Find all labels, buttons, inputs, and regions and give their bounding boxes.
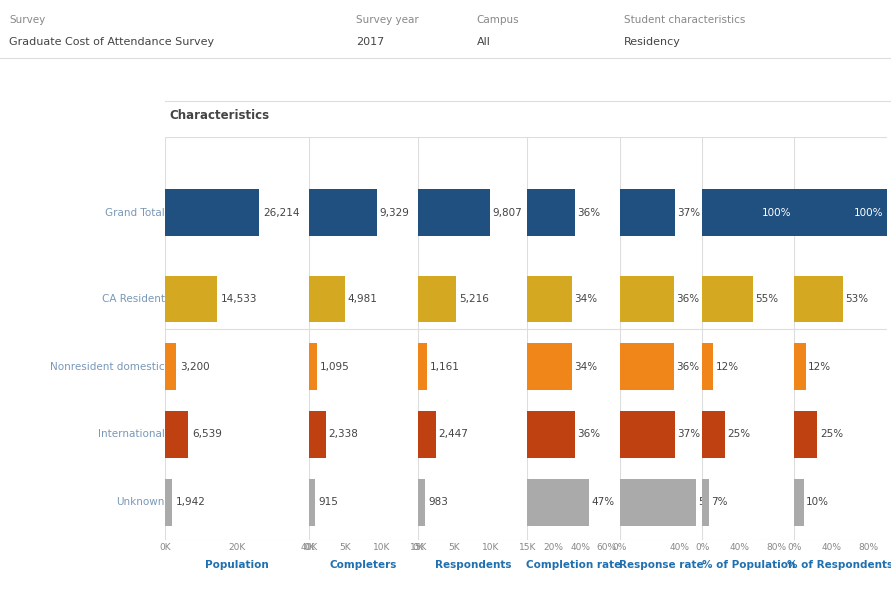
Text: 36%: 36% — [577, 429, 601, 439]
Bar — [795, 343, 805, 390]
Text: 34%: 34% — [575, 294, 598, 304]
Text: Residency: Residency — [624, 37, 681, 46]
Bar — [418, 411, 436, 458]
Bar — [527, 276, 572, 322]
Text: Student characteristics: Student characteristics — [624, 15, 745, 25]
Bar — [702, 343, 714, 390]
X-axis label: Response rate: Response rate — [618, 560, 703, 570]
Text: Grand Total: Grand Total — [105, 207, 165, 218]
Text: Campus: Campus — [477, 15, 519, 25]
Bar — [527, 479, 589, 526]
Text: CA Resident: CA Resident — [102, 294, 165, 304]
Bar — [619, 276, 674, 322]
Text: 983: 983 — [428, 497, 448, 508]
Bar — [619, 189, 675, 236]
Bar — [418, 189, 490, 236]
Text: 1,161: 1,161 — [429, 362, 459, 371]
Bar — [165, 479, 172, 526]
Text: 1,942: 1,942 — [176, 497, 206, 508]
Text: Unknown: Unknown — [117, 497, 165, 508]
X-axis label: Completers: Completers — [330, 560, 397, 570]
Text: All: All — [477, 37, 491, 46]
Bar — [702, 189, 795, 236]
X-axis label: Completion rate: Completion rate — [526, 560, 621, 570]
Text: 47%: 47% — [592, 497, 615, 508]
Text: 37%: 37% — [677, 207, 700, 218]
Bar — [309, 343, 317, 390]
Text: 5,216: 5,216 — [459, 294, 489, 304]
Bar — [527, 343, 572, 390]
Text: 2017: 2017 — [356, 37, 385, 46]
Text: 9,329: 9,329 — [380, 207, 410, 218]
Text: 25%: 25% — [728, 429, 751, 439]
Text: 2,338: 2,338 — [329, 429, 358, 439]
Text: 25%: 25% — [820, 429, 843, 439]
Text: 34%: 34% — [575, 362, 598, 371]
Text: 51%: 51% — [699, 497, 722, 508]
Bar — [619, 479, 697, 526]
Bar — [165, 189, 259, 236]
Text: 100%: 100% — [854, 207, 884, 218]
Bar — [795, 189, 887, 236]
Text: 36%: 36% — [577, 207, 601, 218]
Bar — [702, 411, 725, 458]
Text: 55%: 55% — [756, 294, 779, 304]
Bar — [309, 479, 315, 526]
Text: 36%: 36% — [676, 362, 699, 371]
Text: Graduate Cost of Attendance Survey: Graduate Cost of Attendance Survey — [9, 37, 214, 46]
Bar — [418, 343, 427, 390]
Text: 100%: 100% — [762, 207, 792, 218]
Bar — [795, 479, 804, 526]
Text: 53%: 53% — [846, 294, 869, 304]
Bar — [309, 276, 345, 322]
Text: 12%: 12% — [808, 362, 831, 371]
Bar — [165, 276, 217, 322]
X-axis label: % of Respondents: % of Respondents — [788, 560, 891, 570]
Text: International: International — [98, 429, 165, 439]
Bar — [309, 411, 326, 458]
Text: 2,447: 2,447 — [438, 429, 469, 439]
Bar — [165, 343, 176, 390]
Text: Characteristics: Characteristics — [169, 109, 269, 122]
Bar — [619, 343, 674, 390]
Text: 12%: 12% — [715, 362, 739, 371]
Text: 915: 915 — [318, 497, 338, 508]
Text: 7%: 7% — [711, 497, 728, 508]
Text: 26,214: 26,214 — [263, 207, 299, 218]
Bar — [702, 276, 753, 322]
Text: 3,200: 3,200 — [180, 362, 209, 371]
Text: 10%: 10% — [806, 497, 829, 508]
Bar — [165, 411, 189, 458]
Bar — [527, 189, 575, 236]
Bar — [418, 479, 425, 526]
Bar — [527, 411, 575, 458]
Text: 1,095: 1,095 — [320, 362, 349, 371]
Text: 6,539: 6,539 — [192, 429, 222, 439]
Bar — [418, 276, 456, 322]
Text: Survey: Survey — [9, 15, 45, 25]
Text: 4,981: 4,981 — [347, 294, 378, 304]
X-axis label: Respondents: Respondents — [435, 560, 511, 570]
Bar — [795, 411, 818, 458]
Bar — [309, 189, 377, 236]
Bar — [619, 411, 675, 458]
Text: Nonresident domestic: Nonresident domestic — [50, 362, 165, 371]
Text: 36%: 36% — [676, 294, 699, 304]
Text: 14,533: 14,533 — [221, 294, 257, 304]
Text: 9,807: 9,807 — [493, 207, 522, 218]
Text: 37%: 37% — [677, 429, 700, 439]
Text: Survey year: Survey year — [356, 15, 419, 25]
Bar — [795, 276, 843, 322]
X-axis label: % of Population: % of Population — [702, 560, 795, 570]
X-axis label: Population: Population — [205, 560, 269, 570]
Bar — [702, 479, 709, 526]
